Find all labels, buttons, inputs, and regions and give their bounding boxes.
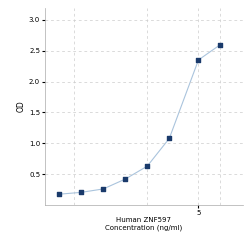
Point <box>218 42 222 46</box>
Point <box>196 58 200 62</box>
Point <box>167 136 171 140</box>
Point <box>145 164 149 168</box>
Point <box>57 192 61 196</box>
Point <box>101 187 105 191</box>
X-axis label: Human ZNF597
Concentration (ng/ml): Human ZNF597 Concentration (ng/ml) <box>105 217 182 231</box>
Y-axis label: OD: OD <box>17 100 26 112</box>
Point <box>123 177 127 181</box>
Point <box>79 190 83 194</box>
